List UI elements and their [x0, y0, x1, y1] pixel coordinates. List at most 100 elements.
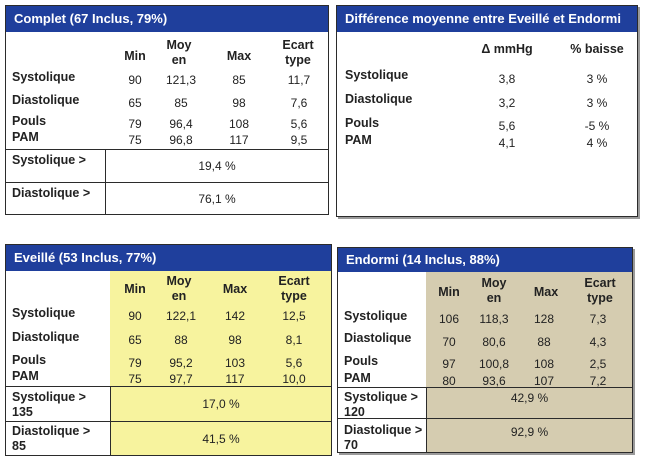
endormi-data-fill [426, 272, 632, 452]
cell-max: 117 [225, 372, 245, 386]
header-min: Min [438, 285, 460, 299]
header-pct-baisse: % baisse [570, 42, 624, 56]
header-moyen: Moyen [166, 38, 192, 67]
row-label-pam: PAM [345, 133, 372, 147]
cell-moyen: 118,3 [479, 312, 509, 326]
cell-min: 80 [442, 374, 456, 388]
diastolique-threshold-value: 76,1 % [105, 182, 328, 214]
cell-ecart: 11,7 [287, 73, 311, 87]
header-min: Min [124, 49, 146, 63]
systolique-threshold-value: 42,9 % [426, 387, 632, 418]
row-label-pam: PAM [12, 369, 39, 383]
cell-moyen: 96,8 [169, 133, 193, 147]
cell-moyen: 97,7 [169, 372, 193, 386]
cell-moyen: 100,8 [478, 357, 510, 371]
systolique-threshold-label: Systolique > 120 [344, 390, 418, 419]
cell-pct: 3 % [586, 72, 608, 86]
cell-max: 108 [228, 117, 250, 131]
cell-min: 65 [128, 333, 142, 347]
cell-delta: 3,8 [498, 72, 516, 86]
endormi-title: Endormi (14 Inclus, 88%) [338, 248, 632, 272]
complet-title: Complet (67 Inclus, 79%) [6, 6, 328, 32]
cell-min: 106 [438, 312, 460, 326]
cell-max: 85 [232, 73, 246, 87]
systolique-threshold-label: Systolique > 135 [12, 390, 86, 419]
cell-pct: 4 % [586, 136, 608, 150]
cell-min: 79 [128, 117, 142, 131]
row-label-pouls: Pouls [344, 354, 379, 368]
diastolique-threshold-label: Diastolique > 70 [344, 423, 423, 452]
eveille-data-fill [110, 271, 331, 455]
cell-ecart: 9,5 [290, 133, 308, 147]
cell-max: 103 [224, 356, 246, 370]
row-label-systolique: Systolique [12, 306, 76, 320]
row-label-pouls: Pouls [12, 114, 47, 128]
header-max: Max [533, 285, 559, 299]
cell-min: 70 [442, 335, 456, 349]
row-label-systolique: Systolique [12, 70, 76, 84]
header-ecart-type: Ecart type [584, 276, 616, 305]
cell-min: 90 [128, 309, 142, 323]
complet-panel: Complet (67 Inclus, 79%) Min Moyen Max E… [5, 5, 329, 215]
cell-min: 65 [128, 96, 142, 110]
cell-ecart: 7,2 [589, 374, 607, 388]
cell-moyen: 121,3 [165, 73, 197, 87]
cell-max: 98 [232, 96, 246, 110]
cell-ecart: 5,6 [285, 356, 303, 370]
cell-ecart: 7,6 [290, 96, 308, 110]
row-label-pouls: Pouls [345, 116, 380, 130]
header-ecart-type: Ecart type [278, 274, 310, 303]
eveille-panel: Eveillé (53 Inclus, 77%) Min Moyen Max E… [5, 244, 332, 456]
row-label-systolique: Systolique [345, 68, 409, 82]
header-max: Max [226, 49, 252, 63]
cell-max: 88 [537, 335, 551, 349]
diastolique-threshold-label: Diastolique > [12, 186, 91, 200]
cell-ecart: 4,3 [589, 335, 607, 349]
header-moyen: Moyen [166, 274, 192, 303]
row-label-diastolique: Diastolique [345, 92, 413, 106]
header-delta-mmhg: Δ mmHg [481, 42, 533, 56]
cell-moyen: 85 [174, 96, 188, 110]
row-label-diastolique: Diastolique [12, 93, 80, 107]
cell-moyen: 96,4 [169, 117, 193, 131]
cell-delta: 4,1 [498, 136, 516, 150]
row-label-diastolique: Diastolique [12, 330, 80, 344]
systolique-threshold-value: 17,0 % [110, 386, 331, 421]
cell-moyen: 93,6 [482, 374, 506, 388]
cell-max: 128 [533, 312, 555, 326]
systolique-threshold-value: 19,4 % [105, 149, 328, 182]
endormi-panel: Endormi (14 Inclus, 88%) Min Moyen Max E… [337, 247, 633, 453]
cell-ecart: 7,3 [589, 312, 607, 326]
diastolique-threshold-value: 41,5 % [110, 421, 331, 455]
row-label-pam: PAM [12, 130, 39, 144]
cell-max: 142 [224, 309, 246, 323]
difference-panel: Différence moyenne entre Eveillé et Endo… [336, 5, 638, 217]
cell-ecart: 5,6 [290, 117, 308, 131]
cell-max: 117 [229, 133, 249, 147]
cell-min: 97 [442, 357, 456, 371]
cell-min: 90 [128, 73, 142, 87]
row-label-pam: PAM [344, 371, 371, 385]
cell-delta: 5,6 [498, 119, 516, 133]
header-moyen: Moyen [481, 276, 507, 305]
diastolique-threshold-value: 92,9 % [426, 418, 632, 452]
cell-max: 107 [533, 374, 555, 388]
cell-moyen: 95,2 [169, 356, 193, 370]
header-max: Max [222, 282, 248, 296]
difference-title: Différence moyenne entre Eveillé et Endo… [337, 6, 637, 32]
cell-ecart: 2,5 [589, 357, 607, 371]
cell-ecart: 12,5 [282, 309, 306, 323]
row-label-systolique: Systolique [344, 309, 408, 323]
eveille-title: Eveillé (53 Inclus, 77%) [6, 245, 331, 271]
cell-moyen: 80,6 [482, 335, 506, 349]
header-min: Min [124, 282, 146, 296]
cell-moyen: 88 [174, 333, 188, 347]
cell-moyen: 122,1 [165, 309, 197, 323]
cell-max: 98 [228, 333, 242, 347]
cell-ecart: 8,1 [285, 333, 303, 347]
cell-pct: -5 % [584, 119, 610, 133]
cell-ecart: 10,0 [282, 372, 306, 386]
cell-min: 75 [128, 372, 142, 386]
cell-max: 108 [533, 357, 555, 371]
row-label-pouls: Pouls [12, 353, 47, 367]
